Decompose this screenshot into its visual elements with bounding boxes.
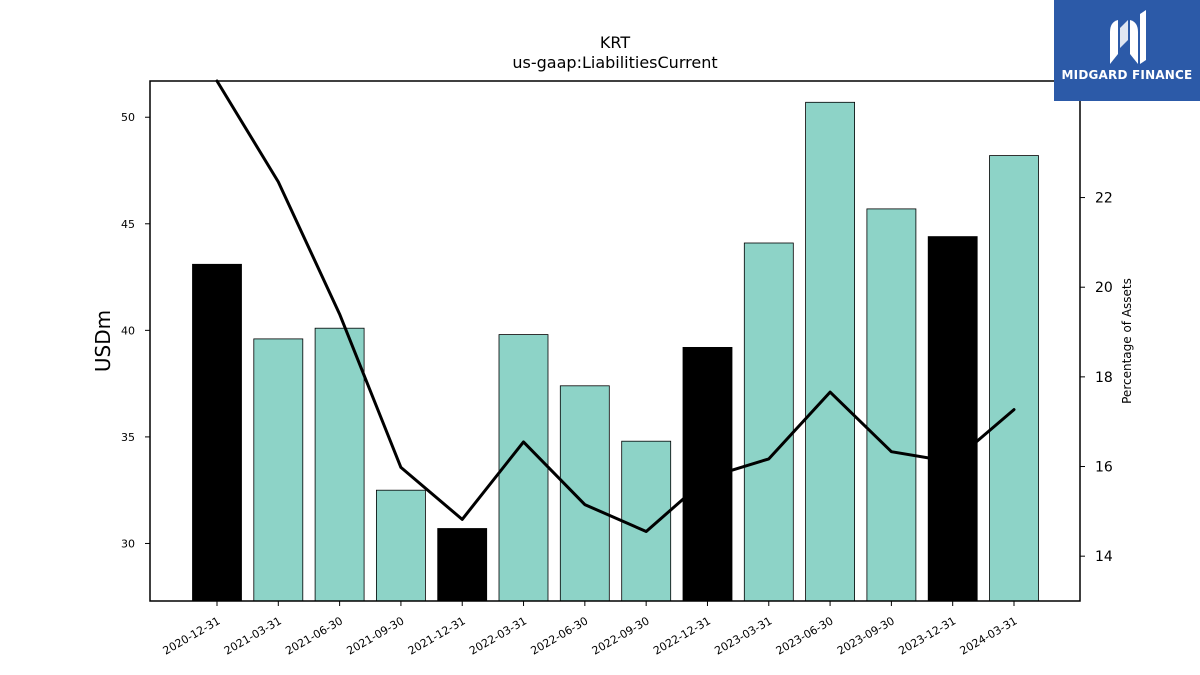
plot-frame xyxy=(149,80,1081,602)
x-tick-label: 2022-06-30 xyxy=(528,614,590,657)
x-tick-label: 2023-09-30 xyxy=(835,614,897,657)
bar xyxy=(743,242,794,602)
chart-title: KRT xyxy=(600,33,630,52)
bar xyxy=(559,385,610,602)
y2-tick-label: 20 xyxy=(1095,280,1113,296)
y2-axis-label: Percentage of Assets xyxy=(1120,278,1134,404)
bar xyxy=(805,101,855,602)
brand-name: MIDGARD FINANCE xyxy=(1061,68,1193,82)
y-tick-label: 45 xyxy=(121,218,135,231)
x-axis-ticks: 2020-12-31 2021-03-31 2021-06-30 2021-09-30… xyxy=(161,601,1020,658)
bar xyxy=(314,327,365,602)
bar xyxy=(437,528,488,602)
x-tick-label: 2021-12-31 xyxy=(406,614,468,657)
y2-tick-label: 16 xyxy=(1095,460,1113,476)
y-tick-label: 35 xyxy=(121,431,135,444)
x-tick-label: 2020-12-31 xyxy=(161,614,223,657)
bar xyxy=(989,155,1039,602)
brand-logo: MIDGARD FINANCE xyxy=(1054,0,1200,101)
bar xyxy=(498,334,549,602)
x-tick-label: 2022-12-31 xyxy=(651,614,713,657)
bar xyxy=(927,236,978,602)
chart-subtitle: us-gaap:LiabilitiesCurrent xyxy=(512,53,717,72)
x-tick-label: 2022-03-31 xyxy=(467,614,529,657)
bar xyxy=(866,208,917,602)
line-path xyxy=(215,79,1016,533)
x-tick-label: 2023-12-31 xyxy=(896,614,958,657)
x-tick-label: 2022-09-30 xyxy=(590,614,652,657)
midgard-logo-icon xyxy=(1110,10,1146,64)
bar-series xyxy=(192,101,1039,602)
x-tick-label: 2023-03-31 xyxy=(712,614,774,657)
x-tick-label: 2021-09-30 xyxy=(345,614,407,657)
bar xyxy=(682,346,733,602)
x-tick-label: 2023-06-30 xyxy=(774,614,836,657)
y-axis-label: USDm xyxy=(91,310,115,372)
y-tick-label: 50 xyxy=(121,111,135,124)
y-tick-label: 30 xyxy=(121,537,135,550)
bar xyxy=(621,440,672,602)
y2-tick-label: 18 xyxy=(1095,370,1113,386)
bar xyxy=(192,263,242,602)
line-series xyxy=(215,79,1016,533)
bar xyxy=(375,489,426,602)
bar xyxy=(253,338,304,602)
y2-tick-label: 22 xyxy=(1095,191,1113,207)
y-tick-label: 40 xyxy=(121,324,135,337)
y2-axis-ticks: 14 16 18 20 22 xyxy=(1080,191,1113,565)
y-axis-ticks: 30 35 40 45 50 xyxy=(121,111,150,550)
x-tick-label: 2024-03-31 xyxy=(958,614,1020,657)
x-tick-label: 2021-03-31 xyxy=(222,614,284,657)
y2-tick-label: 14 xyxy=(1095,549,1113,565)
x-tick-label: 2021-06-30 xyxy=(283,614,345,657)
